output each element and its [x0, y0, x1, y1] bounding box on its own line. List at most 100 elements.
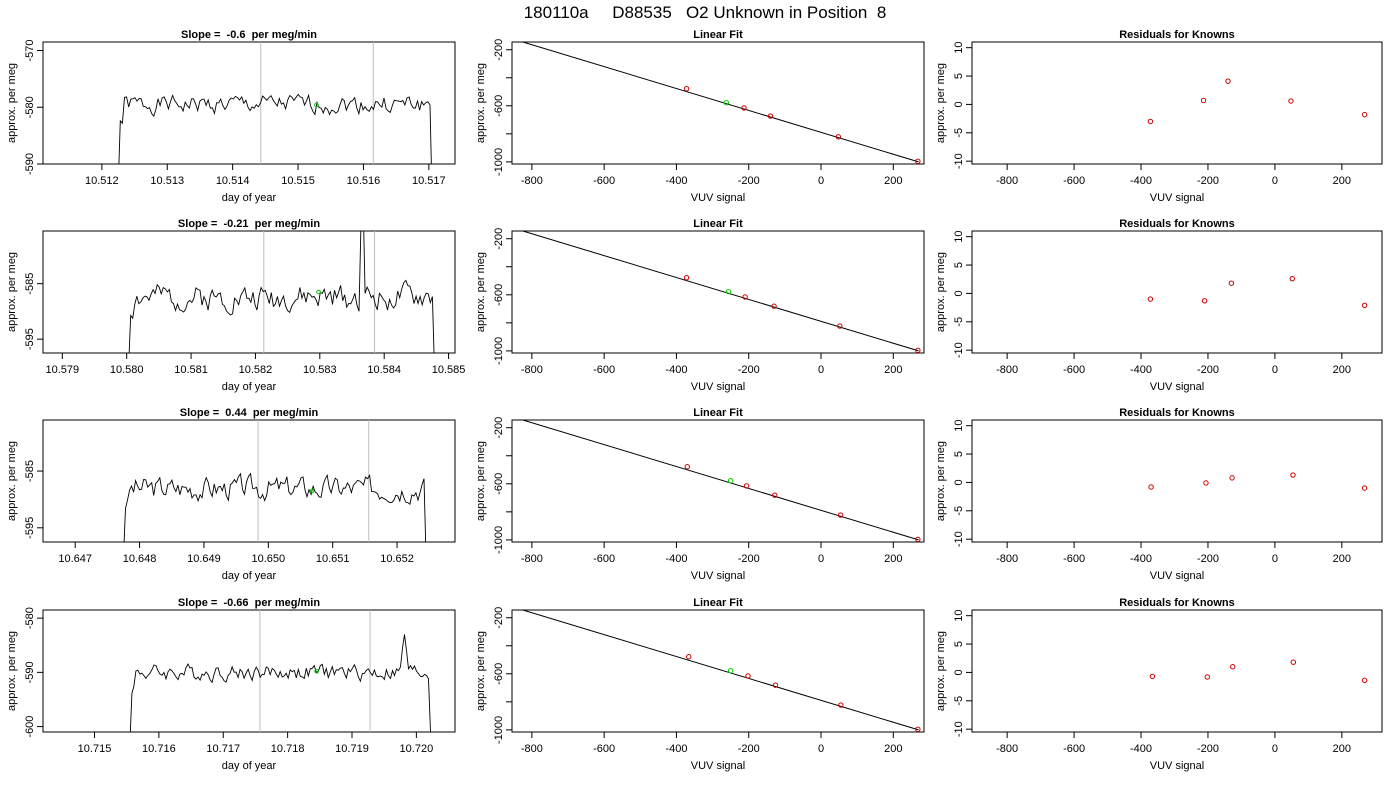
plot-area: [1147, 78, 1368, 125]
plot-title: Residuals for Knowns: [1119, 29, 1235, 41]
x-tick-label: 10.512: [85, 175, 119, 187]
x-tick-label: 10.580: [110, 364, 144, 376]
residual-point: [1201, 298, 1208, 304]
y-tick-label: -595: [24, 328, 36, 350]
x-tick-label: 10.716: [142, 743, 176, 755]
x-tick-label: 10.650: [251, 553, 285, 565]
plot-title: Residuals for Knowns: [1119, 597, 1235, 609]
residual-point: [1149, 673, 1156, 680]
x-axis-label: day of year: [222, 570, 277, 582]
y-tick-label: 0: [953, 101, 965, 107]
plot-frame: [971, 41, 1383, 165]
plot-title: Slope = -0.21 per meg/min: [178, 218, 320, 230]
unknown-point: [725, 289, 732, 295]
x-tick-label: 0: [1272, 553, 1278, 565]
plot-area: [522, 42, 921, 164]
x-tick-label: 10.720: [400, 743, 434, 755]
signal-trace: [129, 634, 431, 732]
residual-point: [1288, 98, 1294, 104]
x-tick-label: -200: [738, 175, 760, 187]
y-tick-label: -5: [953, 317, 965, 327]
x-axis-label: VUV signal: [691, 381, 745, 393]
unknown-point: [723, 100, 730, 106]
known-point: [767, 113, 774, 119]
fit-line: [522, 42, 919, 163]
x-tick-label: -400: [665, 364, 687, 376]
x-tick-label: -600: [593, 743, 615, 755]
x-tick-label: 10.585: [432, 364, 466, 376]
x-tick-label: -200: [1197, 175, 1219, 187]
signal-trace: [118, 93, 432, 164]
x-tick-label: 0: [818, 553, 824, 565]
known-point: [772, 492, 778, 498]
y-axis-label: approx. per meg: [6, 631, 18, 711]
y-tick-label: -570: [24, 39, 36, 61]
x-axis-label: VUV signal: [1150, 570, 1204, 582]
linear-fit-panel-row-3: Linear Fit -800 -600 -400 -200 0 200 -1000 -600 -…: [475, 597, 925, 772]
signal-trace: [123, 472, 427, 542]
x-tick-label: 200: [884, 553, 902, 565]
known-point: [743, 483, 750, 489]
x-tick-label: 10.516: [347, 175, 381, 187]
y-tick-label: 10: [953, 610, 965, 622]
x-tick-label: 10.584: [367, 364, 401, 376]
residual-point: [1230, 664, 1236, 670]
x-tick-label: 0: [1272, 743, 1278, 755]
y-tick-label: -580: [24, 96, 36, 118]
y-tick-label: -1000: [493, 716, 505, 744]
residual-point: [1147, 296, 1154, 302]
plot-area: [1148, 472, 1368, 491]
known-point: [837, 512, 844, 518]
plot-frame: [42, 419, 456, 543]
y-tick-label: 5: [953, 73, 965, 79]
y-tick-label: -600: [24, 716, 36, 738]
residual-point: [1289, 275, 1296, 282]
residual-point: [1361, 302, 1368, 309]
y-axis-label: approx. per meg: [935, 63, 947, 143]
plot-frame: [511, 419, 925, 543]
plot-frame: [42, 609, 456, 733]
x-axis-label: VUV signal: [691, 192, 745, 204]
known-point: [745, 673, 751, 679]
y-axis-label: approx. per meg: [935, 252, 947, 332]
y-tick-label: 0: [953, 290, 965, 296]
x-tick-label: 10.579: [45, 364, 79, 376]
y-axis-label: approx. per meg: [475, 252, 487, 332]
x-tick-label: -600: [1063, 743, 1085, 755]
y-tick-label: 10: [953, 42, 965, 54]
fit-line: [522, 420, 919, 541]
x-tick-label: 10.651: [316, 553, 350, 565]
y-axis-label: approx. per meg: [475, 441, 487, 521]
time-series-panel-row-1: Slope = -0.21 per meg/min 10.579 10.580 10.…: [6, 218, 466, 393]
residual-point: [1147, 118, 1154, 125]
y-axis-label: approx. per meg: [475, 63, 487, 143]
x-tick-label: -600: [593, 364, 615, 376]
residual-point: [1203, 480, 1209, 486]
linear-fit-panel-row-0: Linear Fit -800 -600 -400 -200 0 200 -1000 -600 -…: [475, 29, 925, 204]
plot-title: Slope = 0.44 per meg/min: [180, 407, 319, 419]
x-axis-label: VUV signal: [691, 760, 745, 772]
plot-area: [522, 420, 921, 542]
x-tick-label: -400: [1130, 364, 1152, 376]
time-series-panel-row-2: Slope = 0.44 per meg/min 10.647 10.648 10.6…: [6, 407, 456, 582]
y-tick-label: -10: [953, 153, 965, 169]
residuals-panel-row-0: Residuals for Knowns -800 -600 -400 -200 0 200…: [935, 29, 1383, 204]
known-point: [772, 682, 779, 688]
y-tick-label: -595: [24, 517, 36, 539]
plot-frame: [42, 230, 456, 354]
residual-point: [1361, 677, 1368, 684]
x-axis-label: VUV signal: [1150, 381, 1204, 393]
y-tick-label: -600: [493, 95, 505, 117]
residual-point: [1200, 97, 1207, 104]
y-tick-label: 0: [953, 669, 965, 675]
x-tick-label: 200: [884, 364, 902, 376]
y-tick-label: -5: [953, 128, 965, 138]
y-tick-label: -1000: [493, 526, 505, 554]
x-tick-label: -800: [521, 553, 543, 565]
y-axis-label: approx. per meg: [935, 631, 947, 711]
x-axis-label: VUV signal: [1150, 760, 1204, 772]
time-series-panel-row-3: Slope = -0.66 per meg/min 10.715 10.716 10.…: [6, 597, 456, 772]
known-point: [837, 323, 843, 329]
residuals-panel-row-1: Residuals for Knowns -800 -600 -400 -200 0 200…: [935, 218, 1383, 393]
